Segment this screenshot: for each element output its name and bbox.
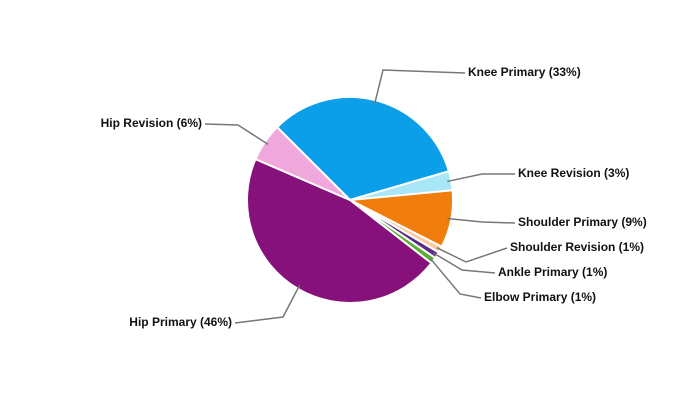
- slice-label: Knee Revision (3%): [518, 166, 629, 180]
- leader-line: [433, 252, 496, 274]
- leader-line: [447, 217, 516, 224]
- leader-line: [234, 284, 301, 324]
- slice-label: Hip Primary (46%): [129, 315, 232, 329]
- slice-label: Shoulder Primary (9%): [518, 215, 647, 229]
- leader-line: [204, 123, 269, 145]
- leader-line: [373, 69, 466, 105]
- slice-label: Knee Primary (33%): [468, 65, 581, 79]
- leader-line: [429, 257, 482, 299]
- slice-label: Shoulder Revision (1%): [510, 240, 644, 254]
- slice-label: Ankle Primary (1%): [498, 265, 607, 279]
- slice-label: Hip Revision (6%): [101, 116, 202, 130]
- leader-line: [436, 247, 508, 263]
- slice-label: Elbow Primary (1%): [484, 290, 596, 304]
- leader-line: [447, 173, 515, 183]
